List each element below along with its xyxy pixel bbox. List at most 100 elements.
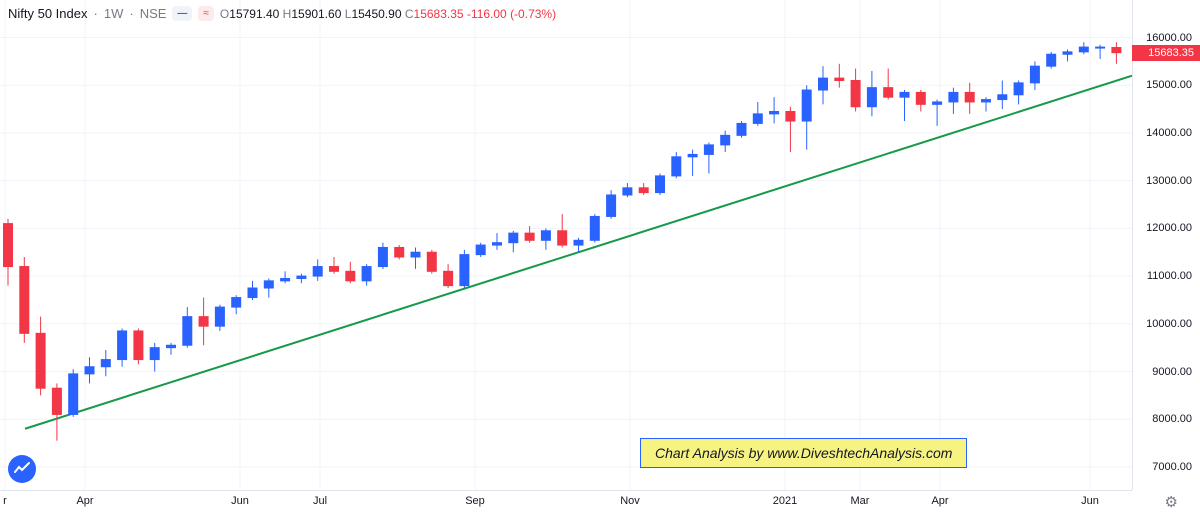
candle xyxy=(215,307,224,326)
candle xyxy=(378,247,387,266)
open-label: O xyxy=(220,7,229,21)
candle xyxy=(232,298,241,308)
candle xyxy=(248,288,257,298)
candle xyxy=(672,157,681,176)
candle xyxy=(819,78,828,90)
interval[interactable]: 1W xyxy=(104,6,124,21)
candle xyxy=(753,114,762,124)
candle xyxy=(167,345,176,347)
candle xyxy=(802,90,811,121)
candle xyxy=(330,267,339,272)
x-tick-label: Apr xyxy=(931,495,948,507)
candle xyxy=(1047,54,1056,66)
candle xyxy=(933,102,942,104)
x-tick-label: Jul xyxy=(313,495,327,507)
candle xyxy=(36,333,45,388)
low-value: 15450.90 xyxy=(351,7,401,21)
candle xyxy=(704,145,713,155)
candle xyxy=(835,78,844,80)
tradingview-logo-icon[interactable] xyxy=(8,455,36,483)
candle xyxy=(150,348,159,360)
y-tick-label: 9000.00 xyxy=(1152,366,1192,378)
candle xyxy=(134,331,143,360)
y-tick-label: 12000.00 xyxy=(1146,222,1192,234)
candle xyxy=(965,92,974,102)
current-price-marker: 15683.35 xyxy=(1132,45,1200,61)
x-tick-label: Jun xyxy=(231,495,249,507)
candle xyxy=(541,231,550,241)
candle xyxy=(721,135,730,145)
candle xyxy=(85,367,94,374)
x-tick-label: Sep xyxy=(465,495,485,507)
y-axis[interactable]: 7000.00 8000.00 9000.00 10000.00 11000.00 120… xyxy=(1132,0,1200,490)
y-tick-label: 14000.00 xyxy=(1146,127,1192,139)
candle xyxy=(998,95,1007,100)
x-tick-label: Mar xyxy=(851,495,870,507)
candle xyxy=(737,123,746,135)
candle xyxy=(607,195,616,216)
attribution-annotation: Chart Analysis by www.DiveshtechAnalysis… xyxy=(640,438,967,468)
candle xyxy=(460,255,469,286)
candle xyxy=(623,188,632,195)
x-tick-label: 2021 xyxy=(773,495,797,507)
candle xyxy=(770,111,779,113)
settings-icon[interactable]: ⚙ xyxy=(1165,493,1178,511)
candle xyxy=(20,267,29,334)
candle xyxy=(558,231,567,245)
candle xyxy=(493,243,502,245)
candle xyxy=(867,88,876,107)
candle xyxy=(949,92,958,102)
x-axis[interactable]: rAprJunJulSepNov2021MarAprJun xyxy=(0,490,1132,513)
candle xyxy=(183,317,192,346)
candle xyxy=(851,80,860,106)
candle xyxy=(101,360,110,367)
y-tick-label: 10000.00 xyxy=(1146,318,1192,330)
exchange: NSE xyxy=(140,6,167,21)
candle xyxy=(574,240,583,245)
candle xyxy=(395,247,404,257)
close-value: 15683.35 xyxy=(414,7,464,21)
y-tick-label: 16000.00 xyxy=(1146,32,1192,44)
y-tick-label: 8000.00 xyxy=(1152,413,1192,425)
candle xyxy=(1014,83,1023,95)
candle xyxy=(525,233,534,240)
candle xyxy=(264,281,273,288)
candle xyxy=(444,271,453,285)
candle xyxy=(1030,66,1039,83)
candle xyxy=(1112,48,1121,53)
candle xyxy=(590,216,599,240)
candle xyxy=(118,331,127,360)
candle xyxy=(900,92,909,97)
y-tick-label: 15000.00 xyxy=(1146,79,1192,91)
candle xyxy=(476,245,485,255)
candle xyxy=(688,154,697,156)
candle xyxy=(411,252,420,257)
candle xyxy=(313,267,322,277)
candlestick-chart[interactable] xyxy=(0,0,1132,490)
candle xyxy=(509,233,518,243)
candle xyxy=(362,267,371,281)
chart-header: Nifty 50 Index · 1W · NSE — ≈ O15791.40 … xyxy=(8,6,556,21)
compare-icon[interactable]: ≈ xyxy=(198,6,214,21)
y-tick-label: 7000.00 xyxy=(1152,461,1192,473)
candle xyxy=(69,374,78,415)
x-tick-label: Nov xyxy=(620,495,640,507)
candle xyxy=(884,88,893,98)
close-label: C xyxy=(405,7,414,21)
candle xyxy=(52,388,61,414)
change-value: -116.00 (-0.73%) xyxy=(467,7,556,21)
candle xyxy=(281,278,290,280)
x-tick-label: r xyxy=(3,495,7,507)
candle xyxy=(916,92,925,104)
candle xyxy=(1063,52,1072,54)
candle xyxy=(427,252,436,271)
candle xyxy=(656,176,665,193)
symbol-name[interactable]: Nifty 50 Index xyxy=(8,6,88,21)
candle xyxy=(297,276,306,278)
toggle-visibility-icon[interactable]: — xyxy=(172,6,192,21)
candle xyxy=(1096,47,1105,48)
candle xyxy=(4,224,13,267)
y-tick-label: 11000.00 xyxy=(1147,270,1192,282)
candle xyxy=(982,100,991,102)
candle xyxy=(1079,47,1088,52)
